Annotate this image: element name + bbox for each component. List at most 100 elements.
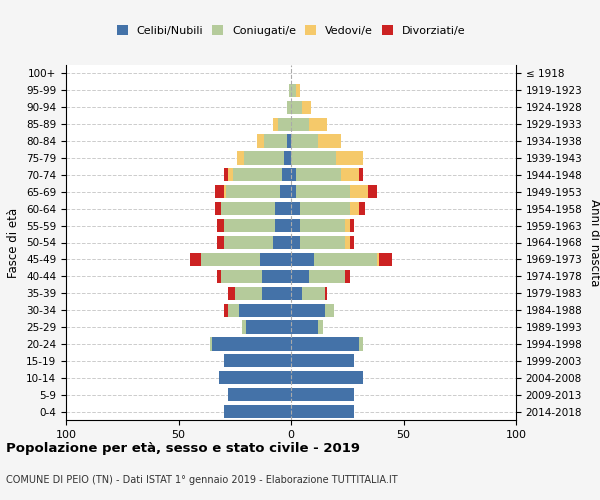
Bar xyxy=(235,286,291,300)
Bar xyxy=(291,320,323,334)
Bar xyxy=(273,118,291,131)
Bar xyxy=(217,270,291,283)
Bar xyxy=(291,304,334,316)
Bar xyxy=(291,236,300,249)
Bar xyxy=(291,168,359,181)
Bar xyxy=(223,168,291,181)
Bar xyxy=(215,185,291,198)
Bar xyxy=(239,304,291,316)
Bar xyxy=(291,236,354,249)
Bar xyxy=(289,84,291,97)
Bar xyxy=(210,338,291,350)
Bar xyxy=(291,134,318,147)
Bar xyxy=(219,371,291,384)
Bar xyxy=(223,405,291,418)
Bar xyxy=(291,286,325,300)
Bar xyxy=(223,219,291,232)
Bar xyxy=(291,202,300,215)
Bar xyxy=(291,134,341,147)
Bar xyxy=(291,219,354,232)
Y-axis label: Fasce di età: Fasce di età xyxy=(7,208,20,278)
Bar xyxy=(291,202,349,215)
Bar xyxy=(291,304,334,316)
Bar xyxy=(291,338,363,350)
Bar xyxy=(237,152,291,164)
Text: Popolazione per età, sesso e stato civile - 2019: Popolazione per età, sesso e stato civil… xyxy=(6,442,360,455)
Text: COMUNE DI PEIO (TN) - Dati ISTAT 1° gennaio 2019 - Elaborazione TUTTITALIA.IT: COMUNE DI PEIO (TN) - Dati ISTAT 1° genn… xyxy=(6,475,398,485)
Bar xyxy=(291,320,323,334)
Bar xyxy=(291,354,354,368)
Bar xyxy=(190,253,291,266)
Bar xyxy=(291,354,354,368)
Bar xyxy=(210,338,291,350)
Bar xyxy=(291,371,363,384)
Bar xyxy=(291,304,334,316)
Bar xyxy=(201,253,291,266)
Bar xyxy=(291,270,309,283)
Bar xyxy=(228,304,291,316)
Bar xyxy=(291,320,323,334)
Bar xyxy=(241,320,291,334)
Bar xyxy=(233,168,291,181)
Bar xyxy=(277,118,291,131)
Bar xyxy=(219,371,291,384)
Bar xyxy=(223,354,291,368)
Bar xyxy=(291,354,354,368)
Bar xyxy=(291,304,325,316)
Bar xyxy=(223,236,291,249)
Bar xyxy=(291,388,354,401)
Bar xyxy=(291,405,354,418)
Bar xyxy=(291,236,349,249)
Bar xyxy=(241,320,291,334)
Bar xyxy=(212,338,291,350)
Bar xyxy=(291,338,363,350)
Bar xyxy=(217,219,291,232)
Bar xyxy=(291,219,345,232)
Bar xyxy=(273,118,291,131)
Bar xyxy=(291,100,311,114)
Bar xyxy=(289,84,291,97)
Bar xyxy=(287,134,291,147)
Bar xyxy=(291,168,296,181)
Bar xyxy=(291,236,345,249)
Bar xyxy=(241,320,291,334)
Bar xyxy=(291,118,309,131)
Bar xyxy=(291,338,359,350)
Bar xyxy=(291,84,300,97)
Bar xyxy=(215,202,291,215)
Bar xyxy=(291,100,302,114)
Bar xyxy=(291,286,325,300)
Bar xyxy=(221,202,291,215)
Bar xyxy=(228,286,291,300)
Bar xyxy=(244,152,291,164)
Bar xyxy=(291,405,354,418)
Bar xyxy=(291,253,379,266)
Bar xyxy=(262,270,291,283)
Bar xyxy=(289,84,291,97)
Bar xyxy=(223,405,291,418)
Bar xyxy=(291,338,363,350)
Bar xyxy=(291,185,367,198)
Bar xyxy=(291,100,311,114)
Bar xyxy=(291,253,392,266)
Bar xyxy=(264,134,291,147)
Bar xyxy=(226,185,291,198)
Bar xyxy=(291,371,363,384)
Bar xyxy=(275,202,291,215)
Bar xyxy=(228,304,291,316)
Bar xyxy=(228,168,291,181)
Bar xyxy=(219,371,291,384)
Bar xyxy=(284,152,291,164)
Bar xyxy=(291,152,363,164)
Bar xyxy=(291,219,300,232)
Bar xyxy=(280,185,291,198)
Bar xyxy=(287,100,291,114)
Bar xyxy=(291,320,318,334)
Bar xyxy=(291,253,377,266)
Bar xyxy=(257,134,291,147)
Bar xyxy=(228,388,291,401)
Bar xyxy=(221,270,291,283)
Bar xyxy=(291,134,341,147)
Bar xyxy=(291,219,349,232)
Bar xyxy=(235,286,291,300)
